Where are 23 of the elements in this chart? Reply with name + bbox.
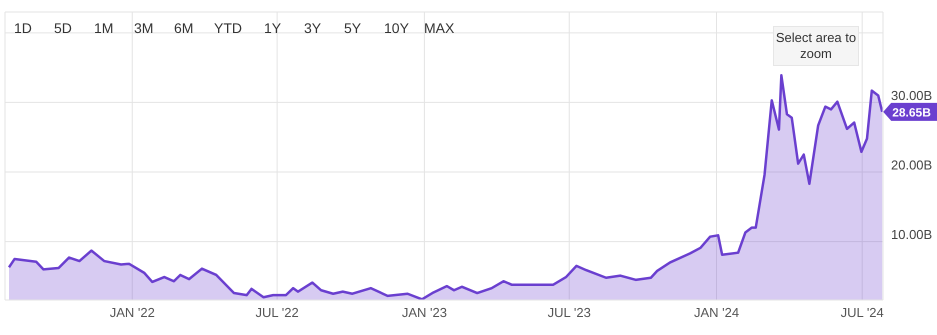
annotation: YTD <box>214 20 243 36</box>
x-tick-label: JAN '24 <box>694 305 740 320</box>
annotation: 1Y <box>264 20 282 36</box>
price-tag: 28.65B <box>883 102 937 121</box>
annotation: 1D <box>14 20 33 36</box>
x-tick-label: JUL '24 <box>840 305 884 320</box>
annotation: 28.65B <box>892 105 932 120</box>
x-tick-label: JUL '23 <box>548 305 591 320</box>
y-tick-label: 20.00B <box>891 158 932 173</box>
annotation: 1M <box>94 20 114 36</box>
x-tick-label: JAN '23 <box>402 305 447 320</box>
annotation: MAX <box>424 20 456 36</box>
annotation: 3M <box>134 20 154 36</box>
annotation: 5Y <box>344 20 362 36</box>
x-tick-label: JAN '22 <box>110 305 155 320</box>
x-tick-label: JUL '22 <box>256 305 299 320</box>
y-tick-label: 10.00B <box>891 227 932 242</box>
annotation: 5D <box>54 20 73 36</box>
y-tick-label: 30.00B <box>891 88 932 104</box>
annotation: 3Y <box>304 20 322 36</box>
annotation: 6M <box>174 20 194 36</box>
annotation: 10Y <box>384 20 410 36</box>
annotation: Select area to zoom <box>773 26 859 66</box>
